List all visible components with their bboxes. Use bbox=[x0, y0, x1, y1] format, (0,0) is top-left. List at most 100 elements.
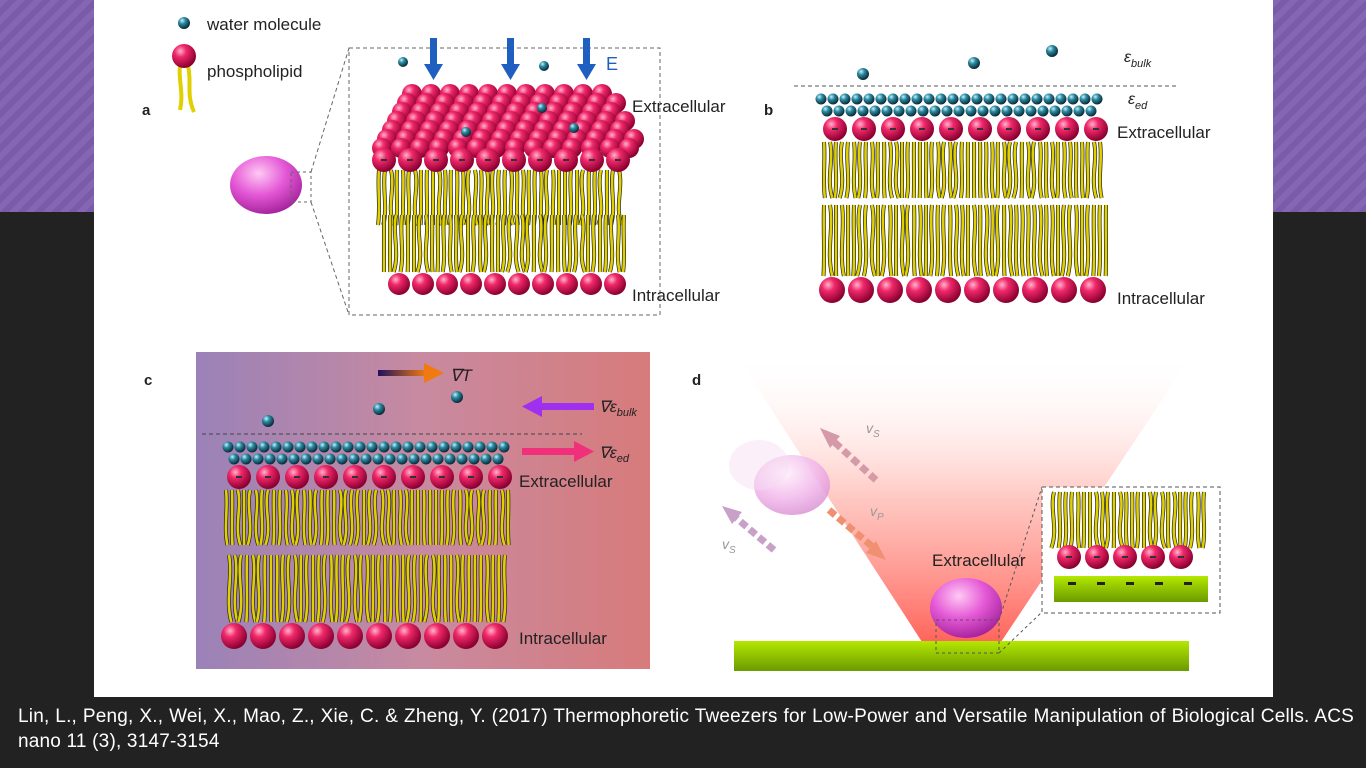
lipid-tail bbox=[856, 141, 862, 199]
lipid-head bbox=[819, 277, 845, 303]
lipid-head bbox=[482, 623, 508, 649]
negative-charge bbox=[537, 159, 543, 161]
panel-d: d vS vP vS Extracellular bbox=[692, 352, 1221, 671]
lipid-tail bbox=[316, 554, 321, 623]
bound-water bbox=[240, 453, 252, 465]
water-molecule bbox=[857, 68, 869, 80]
water-molecule bbox=[461, 127, 471, 137]
bound-water bbox=[366, 441, 378, 453]
bound-water bbox=[899, 93, 911, 105]
water-molecule bbox=[398, 57, 408, 67]
lipid-tail bbox=[822, 204, 826, 277]
negative-charge bbox=[1006, 128, 1012, 130]
lipid-tail bbox=[467, 554, 471, 623]
water-molecule bbox=[537, 103, 547, 113]
bound-water bbox=[959, 93, 971, 105]
lipid-head bbox=[580, 273, 602, 295]
bound-water bbox=[1037, 105, 1049, 117]
lipid-head bbox=[453, 623, 479, 649]
bound-water bbox=[486, 441, 498, 453]
lipid-tail bbox=[357, 554, 363, 623]
lipid-tail bbox=[912, 204, 917, 277]
lipid-tail bbox=[334, 554, 339, 623]
bound-water bbox=[923, 93, 935, 105]
bound-water bbox=[330, 441, 342, 453]
lipid-tail bbox=[458, 214, 464, 273]
negative-charge bbox=[381, 159, 387, 161]
lipid-tail bbox=[290, 489, 296, 546]
negative-charge bbox=[1094, 556, 1100, 558]
bound-water bbox=[378, 441, 390, 453]
bound-water bbox=[450, 441, 462, 453]
bound-water bbox=[252, 453, 264, 465]
water-molecule bbox=[262, 415, 274, 427]
lipid-tail bbox=[952, 141, 958, 199]
lipid-tail bbox=[1069, 491, 1074, 549]
lipid-tail bbox=[1008, 204, 1014, 277]
grad-t-label: ∇T bbox=[450, 366, 473, 385]
water-molecule bbox=[569, 123, 579, 133]
electric-field-arrows bbox=[424, 38, 596, 80]
lipid-tail bbox=[924, 141, 928, 199]
lipid-tail bbox=[984, 204, 990, 277]
lipid-tail bbox=[1020, 204, 1025, 277]
negative-charge bbox=[511, 159, 517, 161]
bound-water bbox=[995, 93, 1007, 105]
water-molecule-icon bbox=[178, 17, 190, 29]
lipid-tail bbox=[1152, 491, 1158, 549]
bound-water bbox=[372, 453, 384, 465]
lipid-tail bbox=[882, 141, 887, 199]
lipid-tail bbox=[275, 554, 280, 623]
lipid-tail bbox=[863, 141, 868, 199]
lipid-tail bbox=[822, 141, 827, 199]
phospholipid-icon bbox=[172, 44, 196, 113]
lipid-tail bbox=[376, 169, 381, 226]
lipid-head bbox=[436, 273, 458, 295]
lipid-head bbox=[906, 277, 932, 303]
bound-water bbox=[881, 105, 893, 117]
lipid-head bbox=[604, 273, 626, 295]
lipid-tail bbox=[372, 489, 378, 546]
cell-motion-trail bbox=[729, 440, 789, 490]
lipid-tail bbox=[1062, 141, 1067, 199]
bound-water bbox=[432, 453, 444, 465]
lipid-tail bbox=[325, 489, 330, 546]
lipid-tail bbox=[431, 554, 438, 623]
bound-water bbox=[456, 453, 468, 465]
lipid-tail bbox=[1160, 491, 1167, 549]
bound-water bbox=[1007, 93, 1019, 105]
lipid-tail bbox=[422, 489, 427, 546]
lipid-tail bbox=[227, 554, 233, 623]
bound-water bbox=[318, 441, 330, 453]
bound-water bbox=[498, 441, 510, 453]
bound-water bbox=[863, 93, 875, 105]
negative-charge bbox=[323, 476, 329, 478]
lipid-tail bbox=[454, 214, 459, 273]
lipid-tail bbox=[424, 214, 430, 273]
lipid-tail bbox=[277, 489, 282, 546]
negative-charge bbox=[563, 159, 569, 161]
lipid-tail bbox=[572, 214, 578, 273]
lipid-tail bbox=[1135, 491, 1140, 549]
lipid-tail bbox=[366, 489, 372, 546]
lipid-head bbox=[993, 277, 1019, 303]
lipid-tail bbox=[900, 204, 906, 277]
lipid-tail bbox=[845, 141, 850, 199]
lipid-tail bbox=[1012, 141, 1018, 199]
panel-a-letter: a bbox=[142, 102, 151, 119]
lipid-tail bbox=[1055, 141, 1060, 199]
negative-charge bbox=[1035, 128, 1041, 130]
lipid-tail bbox=[506, 214, 512, 273]
bound-water bbox=[1061, 105, 1073, 117]
lipid-tail bbox=[404, 489, 410, 546]
lipid-tail bbox=[464, 489, 471, 546]
bound-water bbox=[468, 453, 480, 465]
lipid-tail bbox=[1118, 491, 1125, 549]
lipid-tail bbox=[978, 141, 982, 199]
bound-water bbox=[306, 441, 318, 453]
lipid-tail bbox=[251, 554, 257, 623]
lipid-tail bbox=[591, 214, 596, 273]
lipid-tail bbox=[1020, 141, 1024, 199]
water-molecule bbox=[373, 403, 385, 415]
lipid-tail bbox=[264, 489, 270, 546]
